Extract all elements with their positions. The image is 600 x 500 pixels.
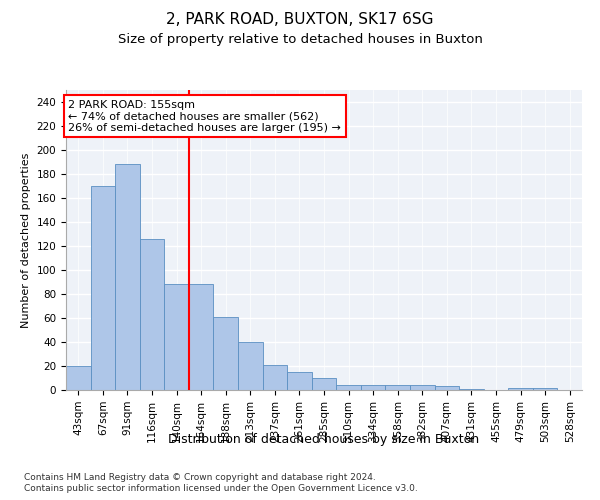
Bar (115, 164, 140, 390)
Bar (214, 317, 238, 390)
Text: 2, PARK ROAD, BUXTON, SK17 6SG: 2, PARK ROAD, BUXTON, SK17 6SG (166, 12, 434, 28)
Text: Distribution of detached houses by size in Buxton: Distribution of detached houses by size … (169, 432, 479, 446)
Text: 2 PARK ROAD: 155sqm
← 74% of detached houses are smaller (562)
26% of semi-detac: 2 PARK ROAD: 155sqm ← 74% of detached ho… (68, 100, 341, 133)
Bar (361, 385, 385, 390)
Bar (91, 186, 115, 390)
Bar (533, 388, 557, 390)
Bar (66, 366, 91, 390)
Y-axis label: Number of detached properties: Number of detached properties (21, 152, 31, 328)
Bar (312, 378, 336, 390)
Text: Size of property relative to detached houses in Buxton: Size of property relative to detached ho… (118, 32, 482, 46)
Bar (140, 239, 164, 390)
Text: Contains HM Land Registry data © Crown copyright and database right 2024.: Contains HM Land Registry data © Crown c… (24, 472, 376, 482)
Bar (434, 386, 459, 390)
Bar (189, 284, 214, 390)
Bar (410, 385, 434, 390)
Text: Contains public sector information licensed under the Open Government Licence v3: Contains public sector information licen… (24, 484, 418, 493)
Bar (287, 372, 312, 390)
Bar (459, 389, 484, 390)
Bar (336, 385, 361, 390)
Bar (263, 365, 287, 390)
Bar (238, 342, 263, 390)
Bar (385, 385, 410, 390)
Bar (164, 284, 189, 390)
Bar (508, 388, 533, 390)
